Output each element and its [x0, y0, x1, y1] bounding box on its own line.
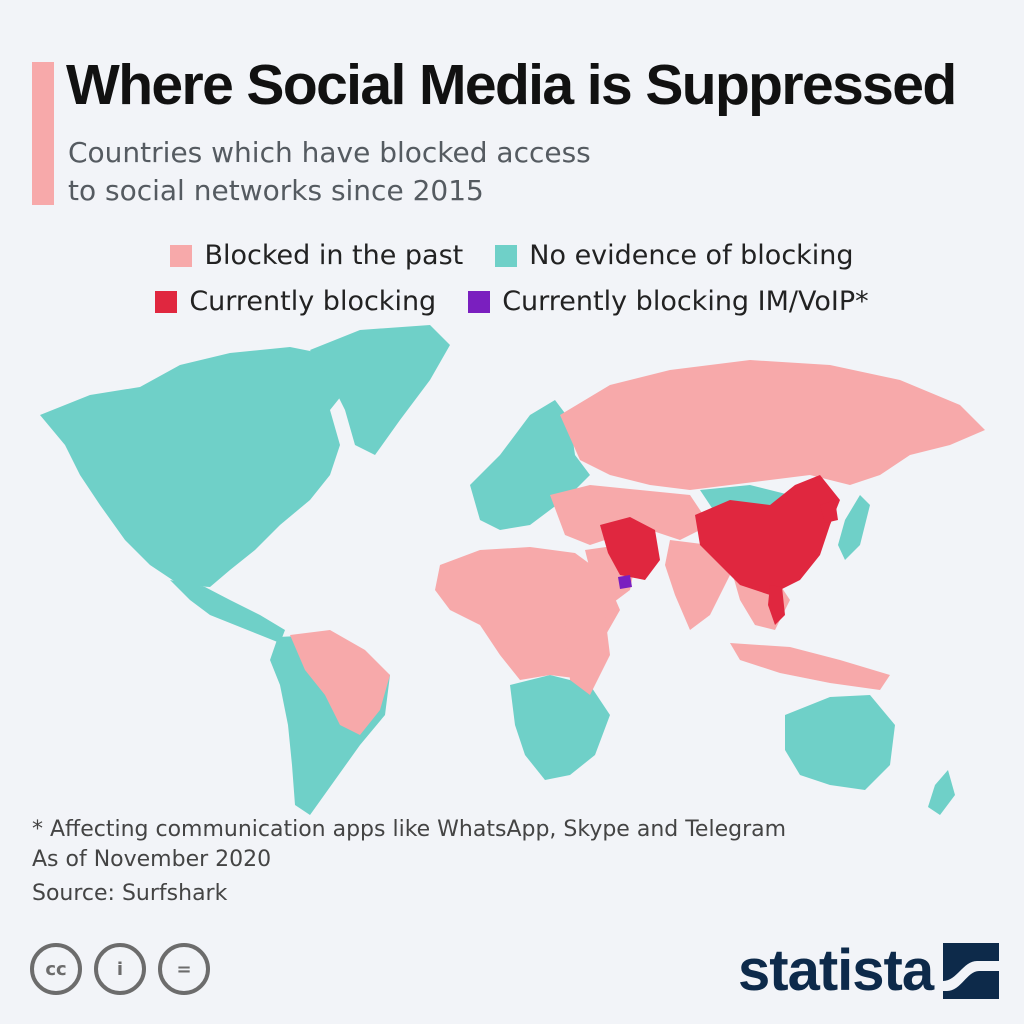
statista-logo-mark-icon: [943, 942, 1000, 999]
legend-item-currently-blocking: Currently blocking: [155, 286, 436, 317]
date-note: As of November 2020: [32, 847, 272, 872]
region-central-america: [170, 580, 285, 643]
region-north-korea: [820, 500, 838, 523]
world-map: [40, 325, 985, 815]
notes: * Affecting communication apps like What…: [32, 815, 786, 875]
legend-row-1: Blocked in the past No evidence of block…: [0, 240, 1024, 271]
page-title: Where Social Media is Suppressed: [66, 53, 957, 117]
legend-swatch-currently-blocking: [155, 290, 178, 313]
legend-swatch-no-evidence: [495, 244, 518, 267]
region-central-asia: [550, 485, 710, 545]
legend-item-im-voip: Currently blocking IM/VoIP*: [468, 286, 869, 317]
legend-item-no-evidence: No evidence of blocking: [495, 240, 854, 271]
statista-logo[interactable]: statista: [738, 937, 1000, 1004]
legend-item-blocked-past: Blocked in the past: [170, 240, 463, 271]
footnote: * Affecting communication apps like What…: [32, 817, 787, 842]
region-japan: [838, 495, 870, 560]
region-iran: [600, 517, 660, 580]
legend-row-2: Currently blocking Currently blocking IM…: [0, 286, 1024, 317]
legend-swatch-blocked-past: [170, 244, 193, 267]
accent-bar: [32, 62, 54, 205]
legend-label-currently-blocking: Currently blocking: [189, 286, 437, 317]
region-brazil: [290, 630, 390, 735]
legend-label-blocked-past: Blocked in the past: [204, 240, 464, 271]
region-north-america: [40, 347, 350, 587]
cc-icon[interactable]: cc: [30, 943, 82, 995]
region-southern-africa: [510, 675, 610, 780]
legend-swatch-im-voip: [468, 290, 491, 313]
region-china: [695, 475, 840, 595]
page-subtitle: Countries which have blocked access to s…: [68, 134, 708, 210]
region-east-africa: [565, 615, 610, 695]
legend-label-no-evidence: No evidence of blocking: [529, 240, 854, 271]
attribution-icon[interactable]: i: [94, 943, 146, 995]
statista-logo-text: statista: [738, 938, 934, 1003]
cc-license-icons: cc i =: [30, 943, 210, 995]
region-russia: [560, 360, 985, 490]
source-note: Source: Surfshark: [32, 881, 228, 906]
region-vietnam: [768, 585, 785, 625]
region-greenland: [310, 325, 450, 455]
region-indonesia: [730, 643, 890, 690]
legend-label-im-voip: Currently blocking IM/VoIP*: [502, 286, 869, 317]
region-india: [665, 540, 730, 630]
region-australia: [785, 695, 895, 790]
region-uae: [618, 575, 632, 589]
no-derivatives-icon[interactable]: =: [158, 943, 210, 995]
subtitle-line-2: to social networks since 2015: [68, 174, 484, 207]
subtitle-line-1: Countries which have blocked access: [68, 136, 591, 169]
region-new-zealand: [928, 770, 955, 815]
